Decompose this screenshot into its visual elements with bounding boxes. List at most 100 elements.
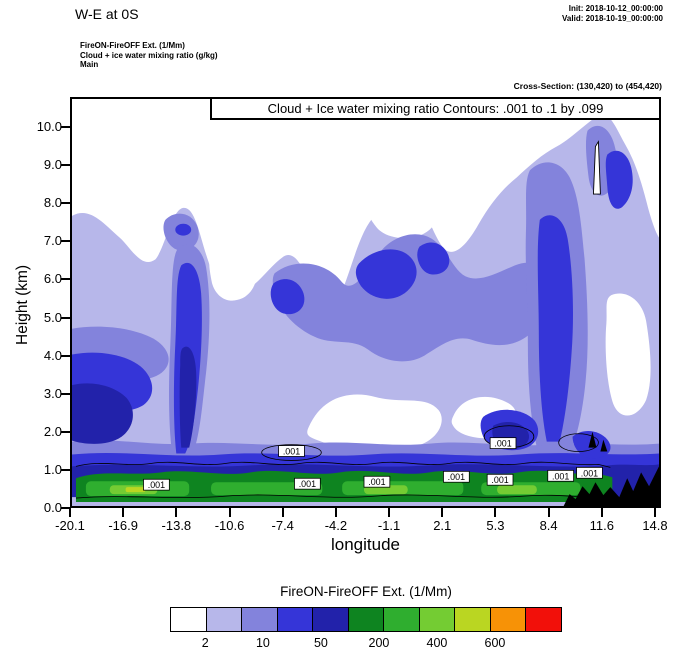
colorbar-cell (347, 608, 384, 631)
colorbar-cell (241, 608, 277, 631)
contour-label-text: .001 (581, 468, 598, 478)
colorbar-cell (276, 608, 313, 631)
y-tick-label: 4.0 (43, 347, 62, 363)
x-tick-label: -16.9 (108, 518, 138, 533)
contour-label: .001 (143, 478, 170, 491)
x-tick-mark (281, 508, 284, 517)
colorbar-label: 2 (201, 636, 209, 650)
contour-label-text: .001 (494, 439, 511, 449)
colorbar-label: 200 (368, 636, 390, 650)
x-tick-mark (441, 508, 444, 517)
plot-title: Cloud + Ice water mixing ratio Contours:… (267, 101, 604, 116)
x-tick-mark (494, 508, 497, 517)
y-tick-mark (61, 126, 70, 128)
colorbar-cell (418, 608, 455, 631)
x-tick-label: -10.6 (214, 518, 245, 533)
y-tick-label: 7.0 (43, 233, 62, 249)
x-tick-label: -13.8 (161, 518, 192, 533)
colorbar-label: 400 (426, 636, 448, 650)
contour-label-box (486, 473, 514, 486)
contour-label-box (143, 478, 170, 491)
contour-label: .001 (278, 445, 305, 457)
x-tick-mark (69, 508, 71, 517)
y-tick-label: 1.0 (43, 461, 62, 477)
contour-lines (75, 425, 611, 499)
y-tick-label: 3.0 (43, 385, 62, 401)
terrain (563, 431, 659, 506)
cross-section-label: Cross-Section: (130,420) to (454,420) (513, 81, 662, 91)
colorbar-label: 10 (255, 636, 270, 650)
x-tick-label: 2.1 (433, 518, 452, 533)
contour-label-text: .001 (491, 475, 508, 485)
y-tick-mark (61, 240, 70, 243)
y-tick-mark (61, 202, 70, 205)
x-tick-mark (175, 508, 178, 517)
plot-area: .001 .001 .001 .001 .001 .001 .001 .001 .001 Clo… (70, 97, 661, 508)
x-tick-mark (228, 508, 231, 517)
fill-holes-white (209, 179, 651, 450)
y-tick-label: 0.0 (43, 500, 62, 515)
contour-label: .001 (443, 470, 470, 483)
contour-label-box (547, 469, 574, 482)
colorbar (170, 607, 562, 632)
init-time: Init: 2018-10-12_00:00:00 (568, 4, 663, 13)
contour-label: .001 (547, 469, 574, 482)
y-tick-mark (61, 430, 70, 433)
colorbar-labels: 2 10 50 200 400 600 (170, 636, 562, 652)
y-tick-mark (61, 468, 70, 471)
valid-time: Valid: 2018-10-19_00:00:00 (562, 13, 663, 23)
y-tick-mark (61, 507, 70, 509)
colorbar-title: FireON-FireOFF Ext. (1/Mm) (280, 584, 452, 599)
colorbar-label: 50 (313, 636, 328, 650)
x-tick-label: -7.4 (271, 518, 294, 533)
contour-label: .001 (363, 475, 391, 488)
contour-label-box (294, 477, 321, 490)
x-tick-mark (600, 508, 603, 517)
x-tick-label: 14.8 (642, 518, 668, 533)
colorbar-cell (489, 608, 526, 631)
y-tick-mark (61, 392, 70, 395)
y-tick-label: 8.0 (43, 195, 62, 211)
page-title: W-E at 0S (75, 6, 139, 22)
outlined-spike (592, 140, 601, 195)
x-axis-title: longitude (330, 535, 400, 554)
colorbar-cell (454, 608, 490, 631)
colorbar-cell (171, 608, 206, 631)
x-tick-label: -20.1 (55, 518, 85, 533)
contour-label-text: .001 (448, 472, 465, 482)
contour-label-text: .001 (368, 477, 385, 487)
colorbar-cell (205, 608, 242, 631)
x-tick-mark (653, 508, 656, 517)
x-tick-label: -4.2 (324, 518, 348, 533)
contour-label-text: .001 (283, 447, 300, 457)
y-tick-label: 6.0 (43, 271, 62, 287)
contour-label: .001 (489, 437, 517, 449)
x-tick-mark (388, 508, 391, 517)
y-tick-mark (61, 316, 70, 319)
contour-label-box (278, 445, 305, 457)
field-description: FireON-FireOFF Ext. (1/Mm) Cloud + ice w… (80, 41, 218, 70)
colorbar-cell (312, 608, 348, 631)
y-tick-label: 9.0 (43, 157, 62, 173)
field-line-2: Cloud + ice water mixing ratio (g/kg) (80, 50, 218, 60)
contour-label: .001 (294, 477, 321, 490)
contour-label-box (576, 466, 603, 479)
x-tick-mark (334, 508, 337, 517)
y-tick-mark (61, 164, 70, 167)
contour-label-box (489, 437, 517, 449)
field-line-1: FireON-FireOFF Ext. (1/Mm) (80, 41, 185, 50)
contour-label: .001 (486, 473, 514, 486)
x-tick-mark (122, 508, 125, 517)
fill-band-yellowgreen (125, 487, 146, 493)
x-tick-label: 8.4 (539, 518, 558, 533)
run-times: Init: 2018-10-12_00:00:00 Valid: 2018-10… (562, 4, 663, 23)
colorbar-cell (383, 608, 419, 631)
y-tick-label: 10.0 (36, 119, 62, 134)
colorbar-label: 600 (484, 636, 506, 650)
contour-label-box (443, 470, 470, 483)
contour-label-text: .001 (148, 480, 165, 490)
field-line-3: Main (80, 60, 99, 69)
contour-label-box (363, 475, 391, 488)
contour-plot: .001 .001 .001 .001 .001 .001 .001 .001 .001 (72, 99, 659, 506)
